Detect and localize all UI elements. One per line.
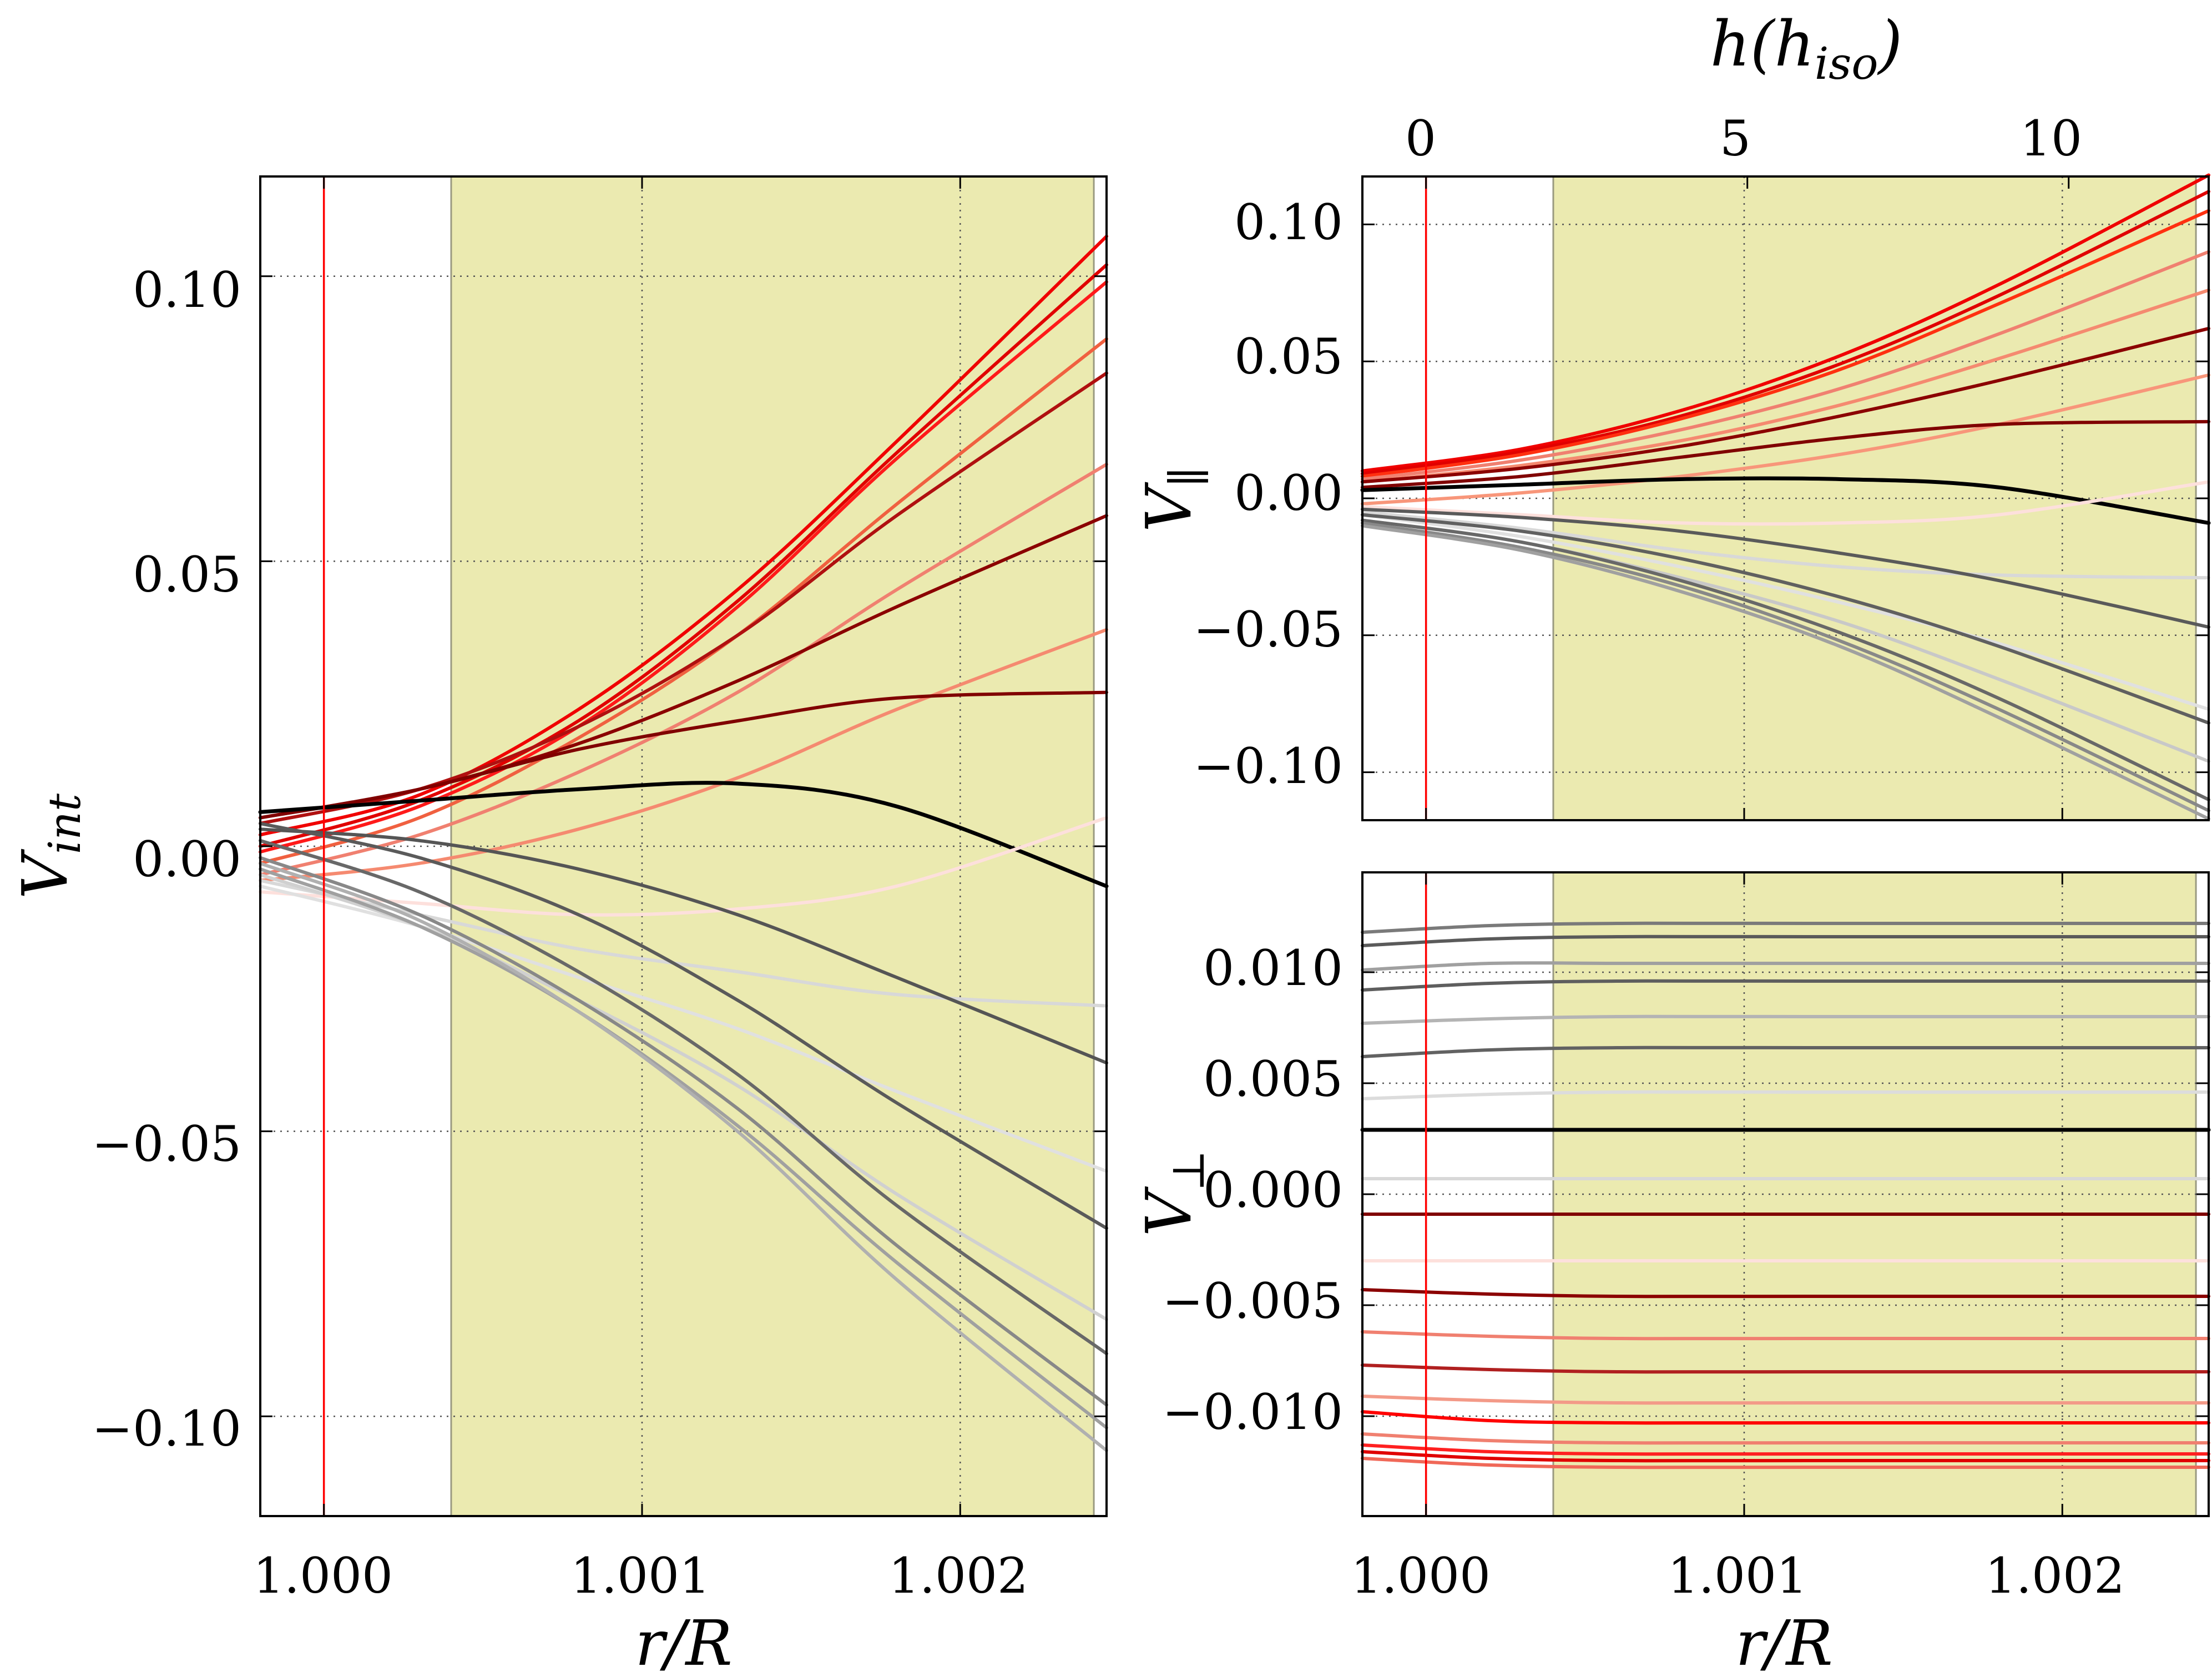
ytick-label: −0.05: [1193, 601, 1343, 658]
series-line-gray-1: [259, 827, 1108, 1065]
series-line-gray-5: [1361, 524, 2210, 821]
series-line-gray-4: [259, 856, 1108, 1407]
ytick-label: 0.05: [133, 546, 241, 603]
series-line-salmon-2: [1361, 288, 2210, 484]
top-x-axis-label-main: h(h: [1710, 8, 1815, 80]
series-line-gray-5: [259, 867, 1108, 1430]
ytick-label: −0.10: [92, 1400, 241, 1457]
series-line-gray-2: [1361, 935, 2210, 947]
series-line-red-2: [1361, 1443, 2210, 1456]
xtick-label: 1.000: [1351, 1547, 1491, 1604]
top-right-chart: 0.10 0.05 0.00 −0.05 −0.10 0 5 10 h(hiso…: [1133, 8, 2211, 821]
left-chart: 0.10 0.05 0.00 −0.05 −0.10 1.000 1.001 1…: [9, 175, 1109, 1677]
grid-lines: [260, 176, 1107, 1516]
series-line-maroon-1: [1361, 420, 2210, 489]
series-lines: [1360, 921, 2211, 1469]
series-line-gray-2: [259, 821, 1108, 1230]
series-lines: [258, 234, 1109, 1452]
series-line-black: [1360, 476, 2211, 525]
ytick-label: −0.005: [1162, 1272, 1343, 1330]
xtick-label: 1.002: [1985, 1547, 2125, 1604]
ytick-label: 0.00: [1234, 464, 1343, 522]
y-axis-label-sub: ⊥: [1163, 1150, 1214, 1191]
ytick-label: 0.00: [133, 831, 241, 888]
x-axis-label: r/R: [1735, 1608, 1833, 1677]
top-x-axis-label-end: ): [1877, 8, 1903, 80]
ytick-label: −0.10: [1193, 738, 1343, 795]
bottom-right-chart: 0.010 0.005 0.000 −0.005 −0.010 1.000 1.…: [1133, 871, 2211, 1677]
ytick-label: 0.005: [1203, 1050, 1343, 1108]
series-line-red-1: [259, 234, 1108, 837]
top-xtick-label: 5: [1720, 110, 1751, 167]
ytick-label: 0.10: [1234, 194, 1343, 251]
y-axis-label: V∥: [1133, 467, 1214, 532]
series-line-gray-3: [1361, 961, 2210, 972]
series-line-gray-2: [1361, 513, 2210, 725]
y-axis-label-sub: ∥: [1163, 467, 1214, 487]
ytick-label: 0.000: [1203, 1161, 1343, 1219]
series-line-salmon-3: [1361, 373, 2210, 506]
series-line-black: [258, 781, 1109, 888]
series-line-darkred-1: [1361, 1288, 2210, 1299]
series-line-gray-4: [1361, 521, 2210, 812]
series-line-lightgray-1: [1361, 510, 2210, 580]
y-axis-label: V⊥: [1133, 1150, 1214, 1236]
series-lines: [1360, 173, 2211, 821]
series-line-gray-1: [1361, 921, 2210, 934]
series-line-red-3: [1361, 1450, 2210, 1463]
ytick-label: −0.05: [92, 1115, 241, 1173]
ytick-label: 0.010: [1203, 939, 1343, 997]
y-axis-label-sub: int: [39, 793, 90, 854]
top-x-axis-label: h(hiso): [1710, 8, 1902, 89]
y-axis-label-main: V: [9, 848, 82, 899]
xtick-label: 1.001: [1668, 1547, 1807, 1604]
series-line-darkred-1: [1361, 326, 2210, 484]
series-line-red-2: [1361, 190, 2210, 476]
series-line-gray-1: [1361, 507, 2210, 629]
ytick-label: 0.05: [1234, 328, 1343, 385]
y-axis-label-main: V: [1133, 482, 1205, 532]
series-line-lightgray-2: [1361, 513, 2210, 711]
series-line-salmon-1: [1361, 1330, 2210, 1341]
xtick-label: 1.001: [570, 1547, 710, 1604]
x-axis-label: r/R: [635, 1608, 733, 1677]
series-line-pink-1: [259, 816, 1108, 917]
top-x-axis-label-sub: iso: [1815, 38, 1878, 89]
series-line-salmon-2: [1361, 1395, 2210, 1405]
series-line-pink-1: [1361, 480, 2210, 526]
ticks: [1362, 872, 2209, 1516]
xtick-label: 1.002: [888, 1547, 1028, 1604]
ytick-label: 0.10: [133, 261, 241, 319]
series-line-red-1: [1361, 173, 2210, 473]
y-axis-label-main: V: [1133, 1186, 1205, 1236]
series-line-red-4: [259, 337, 1108, 865]
series-line-salmon-1: [1361, 250, 2210, 481]
series-line-darkred-2: [1361, 1363, 2210, 1374]
series-line-gray-4: [1361, 979, 2210, 992]
series-line-salmon-4: [1361, 1457, 2210, 1469]
ticks: [1362, 176, 2209, 820]
ticks: [260, 176, 1107, 1516]
series-line-red-3: [259, 280, 1108, 854]
series-line-gray-3: [259, 838, 1108, 1356]
series-line-red-2: [259, 263, 1108, 848]
series-line-maroon-1: [259, 690, 1108, 820]
series-line-salmon-2: [259, 628, 1108, 882]
series-line-red-1: [1361, 1410, 2210, 1425]
series-line-lightgray-1: [1361, 1014, 2210, 1025]
top-xtick-label: 10: [2020, 110, 2082, 167]
y-axis-label: Vint: [9, 793, 90, 899]
series-line-red-3: [1361, 209, 2210, 478]
series-line-gray-6: [259, 861, 1108, 1452]
series-line-salmon-3: [1361, 1432, 2210, 1445]
ytick-label: −0.010: [1162, 1383, 1343, 1441]
top-xtick-label: 0: [1405, 110, 1436, 167]
series-line-gray-3: [1361, 518, 2210, 801]
xtick-label: 1.000: [253, 1547, 393, 1604]
series-line-gray-5: [1361, 1045, 2210, 1058]
series-line-lightgray-2: [1361, 1090, 2210, 1100]
